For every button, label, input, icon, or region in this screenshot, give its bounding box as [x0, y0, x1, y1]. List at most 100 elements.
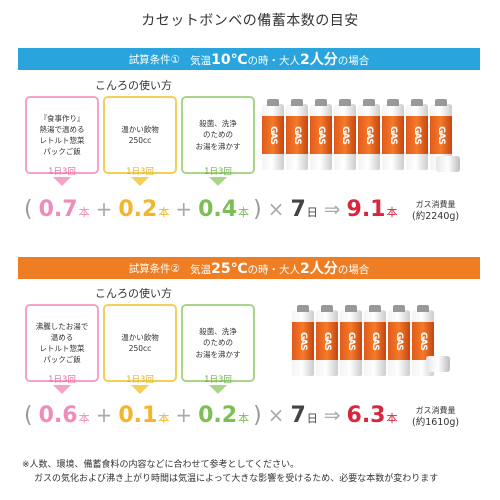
gas-can-icon: GAS	[340, 305, 362, 376]
gas-can-label: GAS	[298, 332, 308, 350]
drink-unit: 本	[158, 412, 170, 425]
gas-can-icon: GAS	[286, 99, 308, 170]
meal-unit: 本	[78, 206, 90, 219]
plus-sign: +	[175, 403, 193, 427]
sterilize-unit: 本	[238, 206, 250, 219]
use-drink-freq: 1日3回	[126, 167, 154, 177]
gas-can-label: GAS	[436, 126, 446, 144]
times-sign: ×	[267, 197, 285, 221]
meal-value: 0.7	[38, 197, 78, 222]
condition-text: 気温10℃の時・大人2人分の場合	[190, 49, 369, 69]
condition-banner-1: 試算条件① 気温10℃の時・大人2人分の場合	[18, 48, 480, 70]
gas-consumption-amount: (約2240g)	[412, 211, 460, 223]
gas-consumption-label: ガス消費量	[415, 406, 456, 415]
footnote-2: ガスの気化および沸き上がり時間は気温によって大きな影響を受けるため、必要な本数が…	[34, 474, 439, 485]
gas-can-label: GAS	[292, 126, 302, 144]
days-unit: 日	[306, 206, 318, 219]
gas-can-icon: GAS	[412, 305, 434, 376]
gas-can-label: GAS	[418, 332, 428, 350]
use-sterilize-freq: 1日3回	[204, 375, 232, 385]
condition-pre: 気温	[190, 264, 212, 276]
total-unit: 本	[386, 206, 398, 219]
gas-can-icon: GAS	[334, 99, 356, 170]
gas-can-label: GAS	[316, 126, 326, 144]
open-paren: (	[24, 403, 33, 428]
use-meal-freq: 1日3回	[48, 375, 76, 385]
drink-value: 0.1	[118, 403, 158, 428]
gas-can-label: GAS	[268, 126, 278, 144]
sterilize-value: 0.2	[198, 403, 238, 428]
condition-people: 2人分	[300, 261, 338, 277]
footnote-1: ※人数、環境、備蓄食料の内容などに合わせて参考としてください。	[22, 460, 300, 470]
gas-can-icon: GAS	[382, 99, 404, 170]
gas-can-label: GAS	[412, 126, 422, 144]
use-drink-box: 温かい飲物 250cc	[103, 304, 177, 382]
gas-can-icon: GAS	[364, 305, 386, 376]
partial-gas-can-icon	[436, 156, 460, 172]
gas-can-icon: GAS	[316, 305, 338, 376]
arrow-down-icon	[209, 177, 227, 186]
condition-mid: の時・大人	[247, 55, 301, 67]
gas-can-icon: GAS	[388, 305, 410, 376]
gas-can-label: GAS	[370, 332, 380, 350]
sterilize-value: 0.4	[198, 197, 238, 222]
gas-can-label: GAS	[322, 332, 332, 350]
days-value: 7	[290, 403, 306, 428]
meal-unit: 本	[78, 412, 90, 425]
implies-arrow-icon: ⇒	[323, 197, 341, 221]
total-value: 9.1	[346, 197, 386, 222]
sterilize-unit: 本	[238, 412, 250, 425]
open-paren: (	[24, 197, 33, 222]
close-paren: )	[253, 403, 262, 428]
partial-gas-can-icon	[426, 356, 450, 372]
gas-can-label: GAS	[394, 332, 404, 350]
gas-can-label: GAS	[388, 126, 398, 144]
use-meal-freq: 1日3回	[48, 167, 76, 177]
use-meal-box: 沸騰したお湯で 温める レトルト惣菜 パックご飯	[25, 304, 99, 382]
use-drink-freq: 1日3回	[126, 375, 154, 385]
gas-can-icon: GAS	[292, 305, 314, 376]
plus-sign: +	[95, 197, 113, 221]
condition-temp: 25℃	[211, 261, 248, 277]
gas-consumption: ガス消費量 (約2240g)	[412, 199, 459, 223]
footnotes: ※人数、環境、備蓄食料の内容などに合わせて参考としてください。 ガスの気化および…	[22, 458, 492, 487]
condition-text: 気温25℃の時・大人2人分の場合	[190, 258, 369, 278]
arrow-down-icon	[53, 177, 71, 186]
total-value: 6.3	[346, 403, 386, 428]
meal-value: 0.6	[38, 403, 78, 428]
condition-banner-2: 試算条件② 気温25℃の時・大人2人分の場合	[18, 257, 480, 279]
times-sign: ×	[267, 403, 285, 427]
use-drink-box: 温かい飲物 250cc	[103, 96, 177, 174]
gas-can-icon: GAS	[262, 99, 284, 170]
condition-label: 試算条件②	[128, 262, 181, 275]
gas-can-icon: GAS	[406, 99, 428, 170]
arrow-down-icon	[131, 385, 149, 394]
condition-people: 2人分	[300, 52, 338, 68]
gas-can-icon: GAS	[430, 99, 452, 170]
days-unit: 日	[306, 412, 318, 425]
stove-usage-subtitle: こんろの使い方	[95, 79, 172, 92]
arrow-down-icon	[131, 177, 149, 186]
use-meal-box: 『食事作り』 熱湯で温める レトルト惣菜 パックご飯	[25, 96, 99, 174]
use-sterilize-box: 殺菌、洗浄 のための お湯を沸かす	[181, 96, 255, 174]
gas-can-label: GAS	[340, 126, 350, 144]
condition-label: 試算条件①	[128, 53, 181, 66]
page-title: カセットボンベの備蓄本数の目安	[141, 13, 359, 29]
gas-consumption: ガス消費量 (約1610g)	[412, 405, 459, 429]
gas-can-label: GAS	[364, 126, 374, 144]
gas-can-label: GAS	[346, 332, 356, 350]
total-unit: 本	[386, 412, 398, 425]
drink-unit: 本	[158, 206, 170, 219]
use-sterilize-freq: 1日3回	[204, 167, 232, 177]
condition-post: の場合	[337, 264, 370, 276]
arrow-down-icon	[53, 385, 71, 394]
drink-value: 0.2	[118, 197, 158, 222]
plus-sign: +	[175, 197, 193, 221]
arrow-down-icon	[209, 385, 227, 394]
days-value: 7	[290, 197, 306, 222]
use-sterilize-box: 殺菌、洗浄 のための お湯を沸かす	[181, 304, 255, 382]
condition-temp: 10℃	[211, 52, 248, 68]
condition-post: の場合	[337, 55, 370, 67]
